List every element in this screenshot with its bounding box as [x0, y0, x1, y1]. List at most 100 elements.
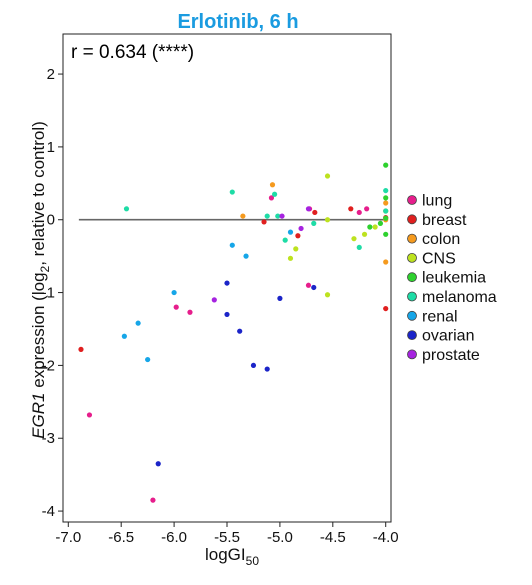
- data-point-leukemia: [383, 215, 389, 221]
- data-point-lung: [150, 497, 156, 503]
- data-point-cns: [287, 255, 294, 261]
- data-point-renal: [243, 253, 249, 259]
- data-point-colon: [383, 200, 389, 206]
- data-point-leukemia: [383, 195, 389, 201]
- data-point-leukemia: [367, 224, 373, 230]
- data-point-ovarian: [155, 461, 161, 467]
- data-point-ovarian: [237, 328, 243, 334]
- data-point-cns: [324, 217, 331, 223]
- data-point-colon: [269, 182, 276, 188]
- y-axis-title-end: , relative to control): [29, 121, 48, 266]
- data-point-renal: [171, 289, 177, 296]
- y-axis-title-mid: expression (log: [29, 272, 48, 392]
- y-tick-label: 1: [47, 139, 55, 156]
- x-axis-title: logGI50: [205, 545, 259, 568]
- data-point-prostate: [305, 206, 312, 212]
- legend-label-leukemia: leukemia: [422, 270, 486, 287]
- x-axis-title-base: logGI: [205, 545, 246, 564]
- x-tick-label: -5.0: [267, 529, 293, 546]
- data-point-melanoma: [229, 189, 235, 195]
- legend-label-melanoma: melanoma: [422, 289, 497, 306]
- legend-swatch-breast: [407, 214, 417, 225]
- x-tick-label: -7.0: [55, 529, 81, 546]
- data-point-leukemia: [377, 220, 384, 226]
- y-tick-label: -3: [42, 430, 55, 447]
- data-point-cns: [351, 236, 357, 242]
- data-point-cns: [372, 224, 378, 230]
- data-point-colon: [383, 259, 389, 265]
- data-point-melanoma: [383, 208, 389, 214]
- data-point-melanoma: [123, 206, 130, 212]
- x-axis: -7.0 -6.5 -6.0 -5.5 -5.0 -4.5 -4.0: [55, 522, 399, 546]
- data-point-leukemia: [383, 231, 389, 237]
- data-point-lung: [173, 304, 179, 310]
- data-point-renal: [121, 333, 127, 339]
- legend-swatch-lung: [407, 195, 417, 205]
- data-point-breast: [78, 346, 84, 352]
- data-point-melanoma: [272, 191, 278, 197]
- data-point-lung: [86, 412, 93, 418]
- correlation-annotation: r = 0.634 (****): [71, 42, 194, 63]
- y-axis-title-subscript: 2: [38, 265, 52, 272]
- data-point-ovarian: [311, 284, 317, 291]
- data-point-breast: [312, 209, 318, 216]
- data-point-cns: [324, 292, 331, 298]
- data-point-renal: [145, 356, 151, 363]
- data-point-cns: [361, 231, 368, 237]
- legend-swatch-cns: [407, 252, 417, 263]
- data-point-lung: [305, 282, 312, 288]
- plot-frame: [62, 33, 392, 523]
- legend-label-renal: renal: [422, 308, 458, 325]
- data-point-melanoma: [275, 213, 281, 219]
- legend-label-cns: CNS: [422, 250, 456, 267]
- data-point-breast: [348, 206, 354, 212]
- y-tick-label: -4: [42, 503, 55, 520]
- data-point-cns: [324, 173, 331, 179]
- data-point-renal: [135, 320, 141, 326]
- data-point-ovarian: [224, 311, 230, 318]
- data-point-renal: [229, 242, 235, 248]
- data-point-breast: [261, 219, 267, 225]
- data-point-colon: [240, 213, 246, 219]
- data-point-prostate: [298, 225, 304, 232]
- data-point-breast: [383, 305, 389, 312]
- legend-swatch-leukemia: [407, 272, 417, 283]
- y-axis-title: EGR1 expression (log2, relative to contr…: [29, 121, 52, 439]
- data-point-ovarian: [264, 366, 270, 372]
- legend-label-colon: colon: [422, 231, 460, 248]
- legend-swatch-ovarian: [407, 330, 417, 341]
- data-point-melanoma: [356, 244, 362, 251]
- x-tick-label: -5.5: [214, 529, 240, 546]
- y-tick-label: -1: [42, 285, 55, 302]
- legend-label-ovarian: ovarian: [422, 328, 474, 345]
- data-point-renal: [287, 229, 294, 235]
- y-tick-label: 0: [47, 212, 55, 229]
- x-axis-title-subscript: 50: [246, 554, 260, 568]
- data-point-lung: [356, 209, 362, 216]
- y-tick-label: 2: [47, 66, 55, 83]
- legend-swatch-colon: [407, 233, 417, 244]
- data-point-lung: [268, 195, 275, 201]
- data-point-melanoma: [282, 237, 288, 243]
- legend-label-prostate: prostate: [422, 347, 480, 364]
- data-point-melanoma: [311, 220, 317, 226]
- data-point-ovarian: [277, 295, 283, 301]
- x-tick-label: -4.0: [373, 529, 399, 546]
- data-point-breast: [295, 233, 301, 239]
- chart-title: Erlotinib, 6 h: [177, 11, 298, 33]
- x-tick-label: -6.0: [161, 529, 187, 546]
- y-axis: -4 -3 -2 -1 0 1 2: [42, 66, 63, 520]
- x-tick-label: -6.5: [108, 529, 134, 546]
- legend-swatch-prostate: [407, 349, 417, 360]
- data-point-leukemia: [383, 162, 389, 168]
- data-point-prostate: [211, 297, 217, 303]
- data-point-prostate: [279, 213, 285, 219]
- x-tick-label: -4.5: [320, 529, 346, 546]
- data-point-cns: [293, 246, 299, 252]
- data-point-lung: [187, 309, 193, 315]
- legend-swatch-renal: [407, 310, 417, 321]
- legend-label-lung: lung: [422, 193, 452, 210]
- legend-label-breast: breast: [422, 212, 467, 229]
- data-point-melanoma: [383, 187, 389, 194]
- legend: lung breast colon CNS leukemia melanoma renal o…: [407, 193, 497, 364]
